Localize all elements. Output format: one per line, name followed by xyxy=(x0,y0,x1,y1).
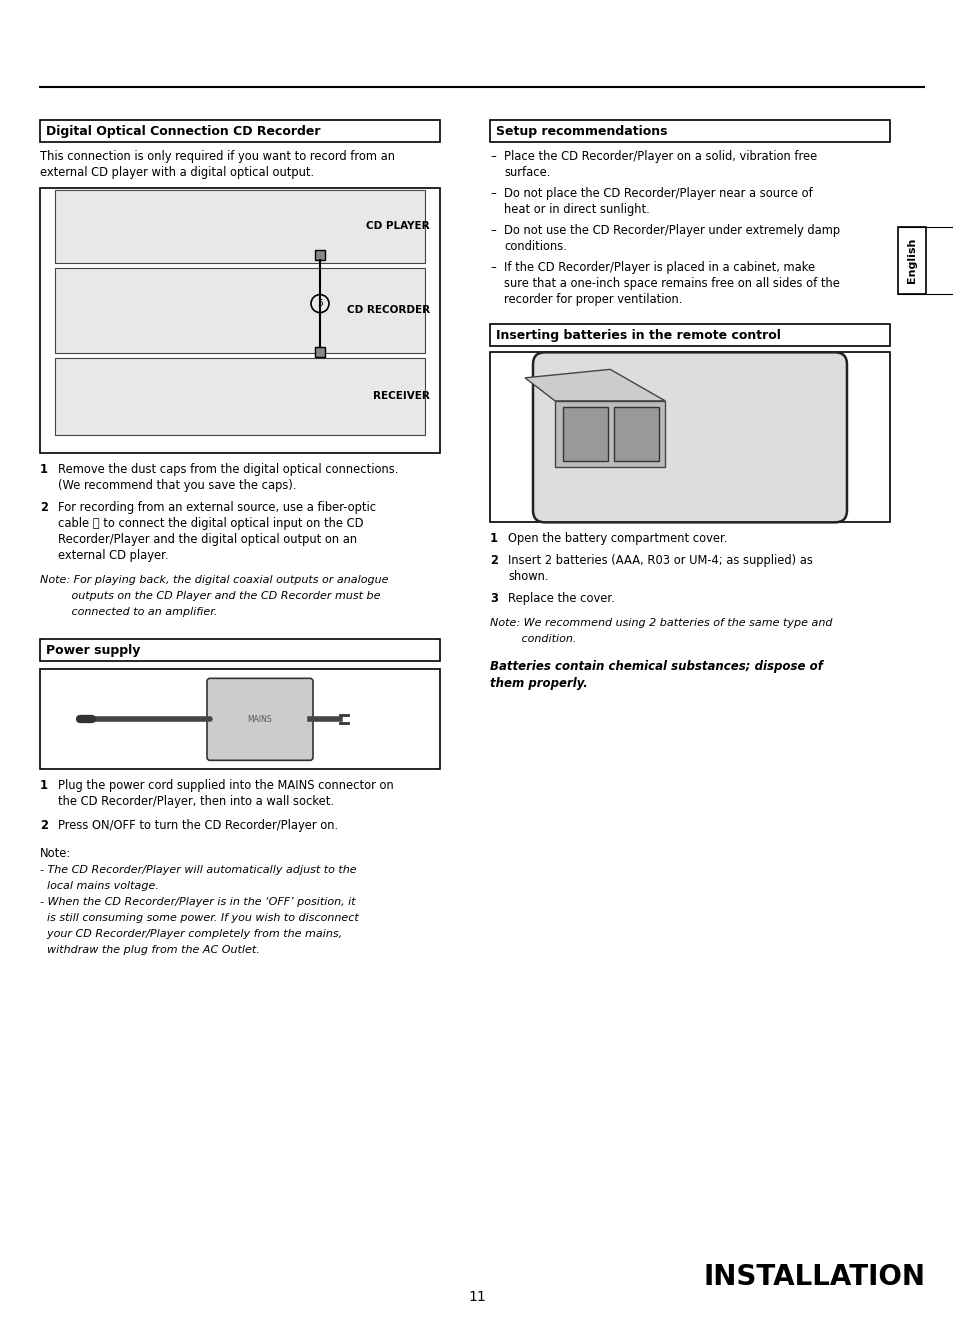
Bar xyxy=(490,353,889,523)
Text: Inserting batteries in the remote control: Inserting batteries in the remote contro… xyxy=(496,329,781,342)
Text: heat or in direct sunlight.: heat or in direct sunlight. xyxy=(503,203,649,217)
Text: –: – xyxy=(490,261,496,274)
Text: Plug the power cord supplied into the MAINS connector on: Plug the power cord supplied into the MA… xyxy=(58,779,394,793)
Text: –: – xyxy=(490,187,496,201)
Text: Press ON/OFF to turn the CD Recorder/Player on.: Press ON/OFF to turn the CD Recorder/Pla… xyxy=(58,820,337,833)
Text: shown.: shown. xyxy=(507,571,548,583)
Bar xyxy=(40,189,439,453)
Bar xyxy=(40,670,439,769)
Text: This connection is only required if you want to record from an: This connection is only required if you … xyxy=(40,150,395,163)
Text: Digital Optical Connection CD Recorder: Digital Optical Connection CD Recorder xyxy=(46,124,320,138)
Text: 2: 2 xyxy=(490,555,497,567)
FancyBboxPatch shape xyxy=(533,353,846,523)
Polygon shape xyxy=(524,369,664,401)
Bar xyxy=(562,406,607,460)
Text: your CD Recorder/Player completely from the mains,: your CD Recorder/Player completely from … xyxy=(40,929,342,940)
Bar xyxy=(314,348,325,357)
Text: Power supply: Power supply xyxy=(46,644,140,656)
Text: English: English xyxy=(906,238,916,283)
Bar xyxy=(614,406,659,460)
Bar xyxy=(55,358,424,435)
Bar xyxy=(555,401,664,467)
Text: 2: 2 xyxy=(40,820,48,833)
Text: –: – xyxy=(490,150,496,163)
Text: - The CD Recorder/Player will automatically adjust to the: - The CD Recorder/Player will automatica… xyxy=(40,865,356,876)
Text: condition.: condition. xyxy=(490,634,576,644)
Bar xyxy=(897,227,925,294)
Text: Do not place the CD Recorder/Player near a source of: Do not place the CD Recorder/Player near… xyxy=(503,187,812,201)
Text: 2: 2 xyxy=(40,501,48,515)
Text: For recording from an external source, use a fiber-optic: For recording from an external source, u… xyxy=(58,501,375,515)
Text: surface.: surface. xyxy=(503,166,550,179)
Text: Open the battery compartment cover.: Open the battery compartment cover. xyxy=(507,532,726,545)
Text: RECEIVER: RECEIVER xyxy=(373,392,430,401)
Text: recorder for proper ventilation.: recorder for proper ventilation. xyxy=(503,293,681,306)
Text: local mains voltage.: local mains voltage. xyxy=(40,881,159,892)
Text: outputs on the CD Player and the CD Recorder must be: outputs on the CD Player and the CD Reco… xyxy=(40,591,380,602)
Text: - When the CD Recorder/Player is in the ‘OFF’ position, it: - When the CD Recorder/Player is in the … xyxy=(40,897,355,908)
Bar xyxy=(55,267,424,353)
Text: Note: For playing back, the digital coaxial outputs or analogue: Note: For playing back, the digital coax… xyxy=(40,575,388,586)
Text: them properly.: them properly. xyxy=(490,678,587,690)
Bar xyxy=(40,120,439,142)
Bar xyxy=(490,325,889,346)
Text: –: – xyxy=(490,225,496,238)
Text: is still consuming some power. If you wish to disconnect: is still consuming some power. If you wi… xyxy=(40,913,358,924)
Text: external CD player.: external CD player. xyxy=(58,550,169,563)
Text: Insert 2 batteries (AAA, R03 or UM-4; as supplied) as: Insert 2 batteries (AAA, R03 or UM-4; as… xyxy=(507,555,812,567)
Text: If the CD Recorder/Player is placed in a cabinet, make: If the CD Recorder/Player is placed in a… xyxy=(503,261,814,274)
Text: conditions.: conditions. xyxy=(503,241,566,253)
Bar xyxy=(40,639,439,662)
Bar xyxy=(55,190,424,262)
Text: 1: 1 xyxy=(40,464,48,476)
Text: Note: We recommend using 2 batteries of the same type and: Note: We recommend using 2 batteries of … xyxy=(490,618,832,628)
Bar xyxy=(314,250,325,259)
Text: CD RECORDER: CD RECORDER xyxy=(347,305,430,316)
Text: CD PLAYER: CD PLAYER xyxy=(366,222,430,231)
Text: INSTALLATION: INSTALLATION xyxy=(702,1263,924,1292)
Text: 1: 1 xyxy=(40,779,48,793)
Text: Place the CD Recorder/Player on a solid, vibration free: Place the CD Recorder/Player on a solid,… xyxy=(503,150,817,163)
Text: the CD Recorder/Player, then into a wall socket.: the CD Recorder/Player, then into a wall… xyxy=(58,796,334,809)
Text: external CD player with a digital optical output.: external CD player with a digital optica… xyxy=(40,166,314,179)
Text: 11: 11 xyxy=(468,1290,485,1304)
Text: MAINS: MAINS xyxy=(248,715,272,723)
Text: 3: 3 xyxy=(490,592,497,606)
Text: 1: 1 xyxy=(490,532,497,545)
Text: Replace the cover.: Replace the cover. xyxy=(507,592,614,606)
Bar xyxy=(490,120,889,142)
Text: Note:: Note: xyxy=(40,848,71,860)
FancyBboxPatch shape xyxy=(207,678,313,761)
Text: Recorder/Player and the digital optical output on an: Recorder/Player and the digital optical … xyxy=(58,533,356,547)
Text: Batteries contain chemical substances; dispose of: Batteries contain chemical substances; d… xyxy=(490,660,822,674)
Text: withdraw the plug from the AC Outlet.: withdraw the plug from the AC Outlet. xyxy=(40,945,259,956)
Text: connected to an amplifier.: connected to an amplifier. xyxy=(40,607,217,618)
Text: sure that a one-inch space remains free on all sides of the: sure that a one-inch space remains free … xyxy=(503,277,839,290)
Text: Remove the dust caps from the digital optical connections.: Remove the dust caps from the digital op… xyxy=(58,464,398,476)
Text: Setup recommendations: Setup recommendations xyxy=(496,124,667,138)
Text: Do not use the CD Recorder/Player under extremely damp: Do not use the CD Recorder/Player under … xyxy=(503,225,840,238)
Text: (We recommend that you save the caps).: (We recommend that you save the caps). xyxy=(58,480,296,492)
Text: cable ⓢ to connect the digital optical input on the CD: cable ⓢ to connect the digital optical i… xyxy=(58,517,363,531)
Text: 5: 5 xyxy=(316,299,322,308)
